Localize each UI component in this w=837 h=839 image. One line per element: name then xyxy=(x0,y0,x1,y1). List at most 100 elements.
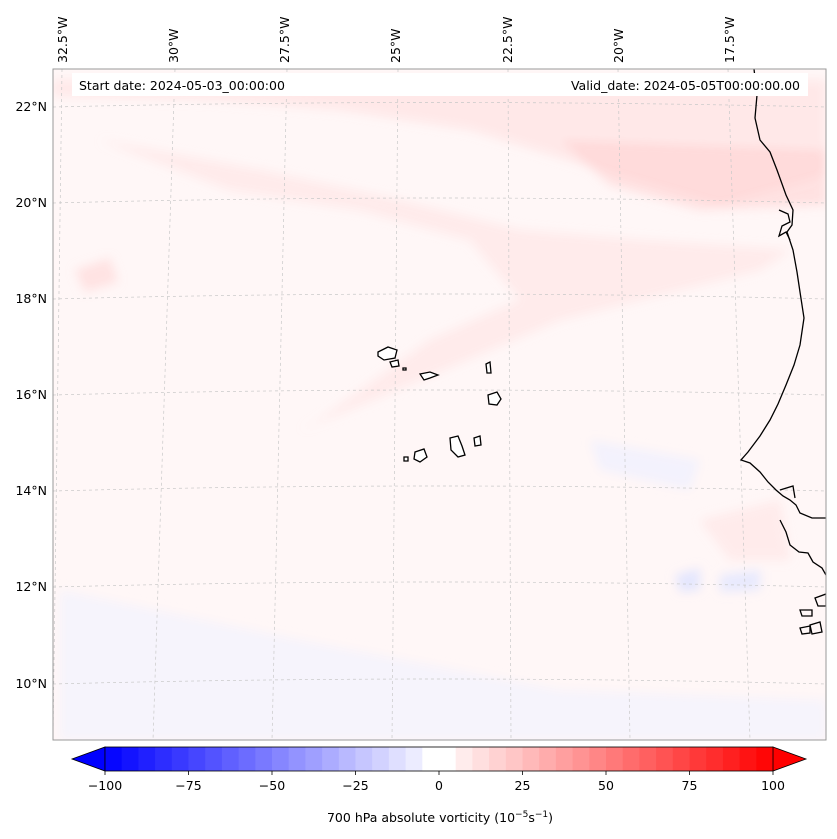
map-panel xyxy=(53,69,826,740)
coastlines xyxy=(739,69,826,635)
lon-label-20w: 20°W xyxy=(611,28,626,63)
meridian-22-5w xyxy=(507,69,512,740)
colorbar-label: 700 hPa absolute vorticity (10−5s−1) xyxy=(327,810,553,825)
colorbar-segment xyxy=(171,747,189,771)
western-sahara-inlet xyxy=(777,209,791,241)
colorbar-segment xyxy=(138,747,156,771)
colorbar-segment xyxy=(155,747,173,771)
colorbar-tick-label: −100 xyxy=(88,778,122,793)
colorbar-segment xyxy=(405,747,423,771)
colorbar-tick-label: −75 xyxy=(175,778,201,793)
african-coast-north xyxy=(739,69,826,519)
gridlines xyxy=(53,69,826,740)
colorbar-tick-label: 25 xyxy=(515,778,531,793)
positive-band-ne xyxy=(560,140,826,210)
colorbar-tick-label: 50 xyxy=(598,778,614,793)
negative-patch-se xyxy=(720,570,760,592)
colorbar-tick-label: −50 xyxy=(259,778,285,793)
lat-label-18n: 18°N xyxy=(15,291,47,306)
lon-label-17-5w: 17.5°W xyxy=(722,17,737,63)
positive-band-diagonal xyxy=(100,140,790,430)
meridian-32-5w xyxy=(53,69,63,740)
colorbar-segment xyxy=(505,747,523,771)
colorbar-segment xyxy=(255,747,273,771)
island-maio xyxy=(473,435,482,447)
colorbar-segment xyxy=(221,747,239,771)
positive-patch-coast xyxy=(700,500,790,560)
colorbar-segment xyxy=(272,747,290,771)
coast-islet-4 xyxy=(799,625,811,635)
lat-label-14n: 14°N xyxy=(15,483,47,498)
lat-label-22n: 22°N xyxy=(15,99,47,114)
colorbar-segment xyxy=(722,747,740,771)
colorbar-segment xyxy=(388,747,406,771)
gambia-inlet xyxy=(779,485,796,499)
parallel-10n xyxy=(53,678,826,685)
lat-label-16n: 16°N xyxy=(15,387,47,402)
colorbar-segment xyxy=(639,747,657,771)
island-santo-antao xyxy=(377,346,398,361)
colorbar-segment xyxy=(589,747,607,771)
colorbar-segment xyxy=(739,747,757,771)
start-date-label: Start date: 2024-05-03_00:00:00 xyxy=(79,78,285,93)
lon-label-30w: 30°W xyxy=(166,28,181,63)
parallel-22n xyxy=(53,102,826,108)
island-sao-vicente xyxy=(389,359,400,368)
header-strip xyxy=(72,73,808,96)
colorbar-ticks: −100 −75 −50 −25 0 25 50 75 100 xyxy=(88,771,785,793)
island-fogo xyxy=(413,448,428,463)
meridian-17-5w xyxy=(727,69,751,740)
colorbar-segment xyxy=(606,747,624,771)
valid-date-label: Valid_date: 2024-05-05T00:00:00.00 xyxy=(571,78,800,93)
parallel-18n xyxy=(53,293,826,300)
colorbar-segment xyxy=(472,747,490,771)
meridian-20w xyxy=(617,69,631,740)
negative-patch-east xyxy=(675,568,700,592)
island-brava xyxy=(403,456,409,462)
parallel-20n xyxy=(53,197,826,204)
colorbar-extend-min xyxy=(70,746,106,772)
lat-label-20n: 20°N xyxy=(15,195,47,210)
colorbar-segment xyxy=(372,747,390,771)
colorbar-segment xyxy=(522,747,540,771)
island-santa-luzia xyxy=(402,367,407,371)
colorbar-segment xyxy=(689,747,707,771)
coast-islet-3 xyxy=(814,593,826,607)
colorbar-segment xyxy=(622,747,640,771)
colorbar-segment xyxy=(338,747,356,771)
latitude-labels: 22°N 20°N 18°N 16°N 14°N 12°N 10°N xyxy=(15,99,47,691)
meridian-27-5w xyxy=(271,69,288,740)
island-boa-vista xyxy=(487,391,502,406)
colorbar-segment xyxy=(706,747,724,771)
colorbar-segment xyxy=(355,747,373,771)
longitude-labels: 32.5°W 30°W 27.5°W 25°W 22.5°W 20°W 17.5… xyxy=(55,17,737,63)
coast-islet-2 xyxy=(809,621,823,635)
colorbar-segment xyxy=(305,747,323,771)
colorbar-segment xyxy=(539,747,557,771)
island-sal xyxy=(485,360,492,374)
lat-label-12n: 12°N xyxy=(15,579,47,594)
meridian-30w xyxy=(152,69,176,740)
colorbar-segment xyxy=(105,747,123,771)
colorbar-segment xyxy=(188,747,206,771)
colorbar-extend-max xyxy=(772,746,808,772)
colorbar-segment xyxy=(439,747,457,771)
colorbar-segment xyxy=(121,747,139,771)
parallel-14n xyxy=(53,485,826,492)
island-sao-nicolau xyxy=(418,371,440,381)
parallel-12n xyxy=(53,581,826,588)
negative-patch-south xyxy=(60,590,826,740)
colorbar-tick-label: 0 xyxy=(435,778,443,793)
lon-label-22-5w: 22.5°W xyxy=(500,17,515,63)
lat-label-10n: 10°N xyxy=(15,676,47,691)
colorbar-tick-label: 100 xyxy=(761,778,785,793)
parallel-16n xyxy=(53,389,826,396)
colorbar-segment xyxy=(756,747,774,771)
colorbar-segment xyxy=(455,747,473,771)
colorbar-tick-label: 75 xyxy=(682,778,698,793)
positive-patch-west xyxy=(75,258,118,292)
lon-label-27-5w: 27.5°W xyxy=(277,17,292,63)
colorbar-segment xyxy=(422,747,440,771)
colorbar-segment xyxy=(205,747,223,771)
